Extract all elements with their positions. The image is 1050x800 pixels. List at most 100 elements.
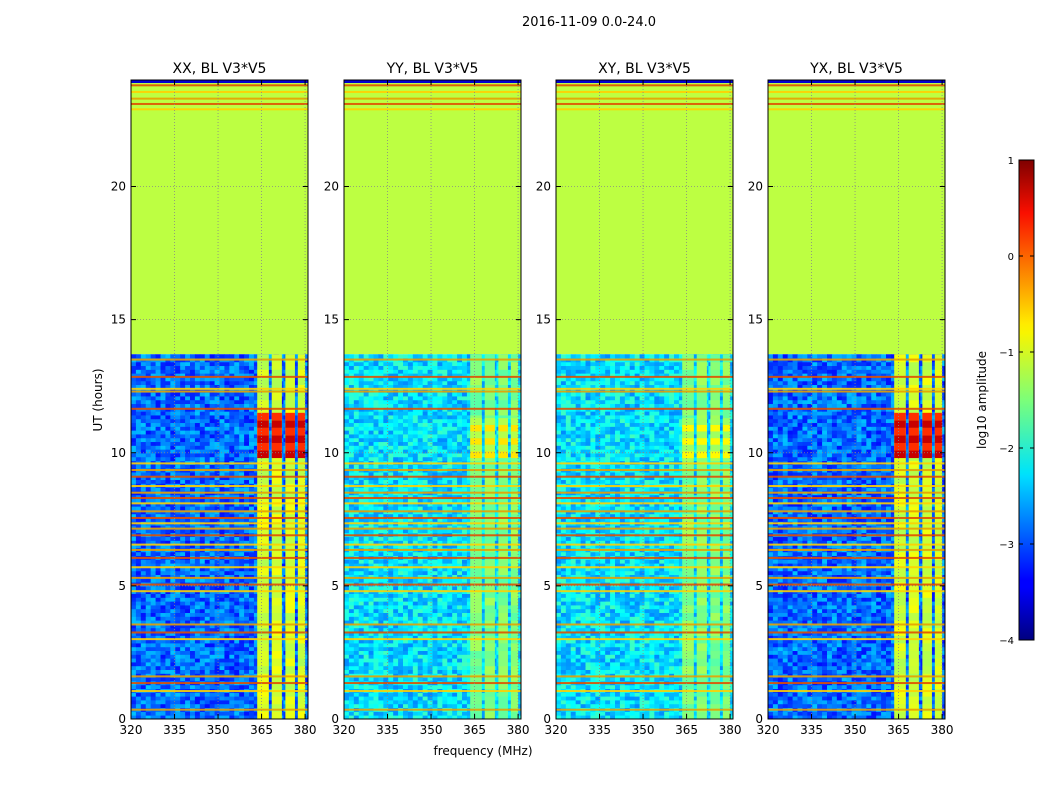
heat-cell (253, 449, 260, 454)
heat-cell (417, 593, 424, 598)
heat-cell (155, 384, 161, 389)
heat-cell (170, 612, 176, 617)
heat-cell (140, 563, 147, 568)
rfi-channel-cell (285, 354, 295, 363)
heat-cell (190, 627, 196, 633)
heat-cell (180, 434, 186, 439)
heat-cell (437, 650, 443, 655)
heat-cell (180, 570, 186, 576)
heat-cell (150, 650, 156, 655)
heat-cell (378, 650, 384, 655)
heat-cell (506, 616, 512, 621)
heat-cell (403, 620, 409, 625)
heat-cell (244, 365, 250, 370)
rfi-channel-cell (257, 354, 269, 363)
heat-cell (150, 445, 156, 450)
heat-cell (219, 426, 225, 431)
heat-cell (403, 703, 409, 709)
heat-cell (160, 658, 166, 663)
heat-cell (378, 715, 384, 719)
heat-cell (219, 551, 225, 557)
heat-cell (224, 529, 230, 534)
heat-cell (253, 567, 260, 572)
rfi-channel-cell (285, 643, 295, 652)
heat-cell (194, 475, 201, 481)
heat-cell (194, 373, 201, 378)
heat-cell (224, 570, 230, 576)
heat-cell (244, 445, 250, 450)
heat-cell (219, 605, 225, 610)
heat-cell (427, 662, 433, 667)
heat-cell (145, 354, 152, 359)
heat-cell (140, 377, 147, 382)
heat-cell (160, 498, 166, 503)
heat-cell (135, 472, 142, 477)
heat-cell (368, 665, 374, 671)
heat-cell (155, 665, 161, 671)
heat-cell (358, 658, 365, 663)
heat-cell (155, 715, 161, 719)
heat-cell (165, 646, 171, 652)
heat-cell (437, 696, 443, 701)
heat-cell (209, 578, 215, 583)
heat-cell (155, 479, 161, 484)
heat-cell (165, 380, 171, 386)
heat-cell (155, 620, 161, 625)
heat-cell (145, 601, 152, 606)
heat-cell (239, 662, 245, 667)
rfi-channel-cell (271, 589, 282, 598)
heat-cell (506, 643, 512, 648)
heat-cell (180, 380, 186, 386)
heat-cell (268, 669, 274, 674)
rfi-channel-cell (297, 559, 306, 568)
heat-cell (150, 654, 156, 659)
heat-cell (175, 399, 181, 405)
heat-cell (348, 631, 355, 636)
heat-cell (185, 536, 191, 541)
heat-cell (293, 567, 299, 572)
heat-cell (466, 700, 473, 705)
heat-cell (170, 472, 176, 477)
heat-cell (160, 540, 166, 545)
heat-cell (131, 380, 137, 386)
heat-cell (204, 696, 211, 701)
heat-cell (422, 665, 428, 671)
heat-cell (140, 517, 147, 522)
heat-cell (165, 399, 171, 405)
heat-cell (165, 616, 171, 621)
heat-cell (506, 635, 512, 640)
heat-cell (239, 650, 245, 655)
heat-cell (466, 627, 473, 633)
heat-cell (388, 643, 394, 648)
heat-cell (348, 700, 355, 705)
heat-cell (234, 384, 240, 389)
heat-cell (412, 605, 419, 610)
heat-cell (253, 620, 260, 625)
heat-cell (229, 567, 235, 572)
heat-cell (214, 472, 220, 477)
heat-cell (185, 567, 191, 572)
heat-cell (199, 487, 206, 492)
heat-cell (239, 456, 245, 462)
heat-cell (239, 384, 245, 389)
heat-cell (268, 563, 274, 568)
heat-cell (253, 506, 260, 511)
heat-cell (427, 597, 433, 602)
heat-cell (224, 403, 230, 408)
rfi-channel-cell (297, 399, 306, 408)
heat-cell (253, 711, 260, 716)
heat-cell (412, 586, 419, 591)
heat-cell (190, 662, 196, 667)
heat-cell (437, 715, 443, 719)
heat-cell (403, 662, 409, 667)
heat-cell (170, 593, 176, 598)
heat-cell (160, 605, 166, 610)
heat-cell (268, 380, 274, 386)
heat-cell (175, 635, 181, 640)
heat-cell (398, 665, 404, 671)
heat-cell (160, 437, 166, 443)
heat-cell (170, 377, 176, 382)
heat-cell (249, 578, 255, 583)
heat-cell (481, 605, 487, 610)
heat-cell (170, 669, 176, 674)
